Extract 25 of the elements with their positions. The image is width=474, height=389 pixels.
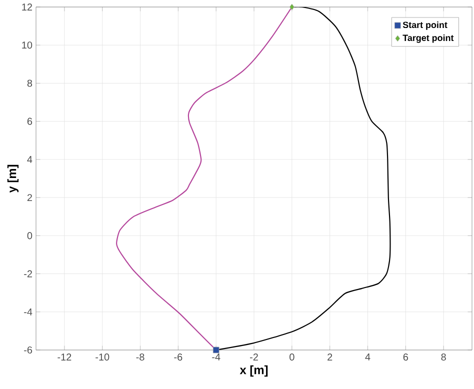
y-tick-label: 6 bbox=[27, 118, 32, 125]
y-tick-label: 4 bbox=[27, 156, 32, 163]
y-tick-label: 0 bbox=[27, 232, 32, 240]
x-tick-label: 4 bbox=[365, 354, 370, 360]
x-tick-label: 0 bbox=[290, 354, 294, 361]
y-tick-label: 8 bbox=[27, 80, 32, 87]
x-tick-label: -10 bbox=[96, 354, 110, 361]
x-tick-label: -4 bbox=[212, 354, 220, 360]
x-tick-label: 6 bbox=[403, 354, 408, 361]
legend-label: Target point bbox=[402, 34, 454, 43]
x-tick-label: -2 bbox=[250, 354, 258, 360]
x-tick-label: 8 bbox=[441, 354, 446, 361]
legend-label: Start point bbox=[402, 21, 448, 30]
x-tick-label: 2 bbox=[328, 354, 332, 360]
y-tick-label: 10 bbox=[22, 42, 32, 49]
x-tick-label: -6 bbox=[174, 354, 182, 361]
x-axis-title: x [m] bbox=[240, 365, 268, 377]
y-tick-label: 12 bbox=[22, 4, 32, 10]
y-tick-label: -6 bbox=[24, 346, 32, 354]
y-axis-title: y [m] bbox=[7, 164, 19, 193]
y-tick-label: 2 bbox=[27, 194, 32, 202]
x-tick-label: -12 bbox=[58, 354, 72, 360]
y-tick-label: -2 bbox=[24, 270, 32, 278]
x-tick-label: -8 bbox=[136, 354, 144, 361]
y-tick-label: -4 bbox=[24, 308, 32, 316]
